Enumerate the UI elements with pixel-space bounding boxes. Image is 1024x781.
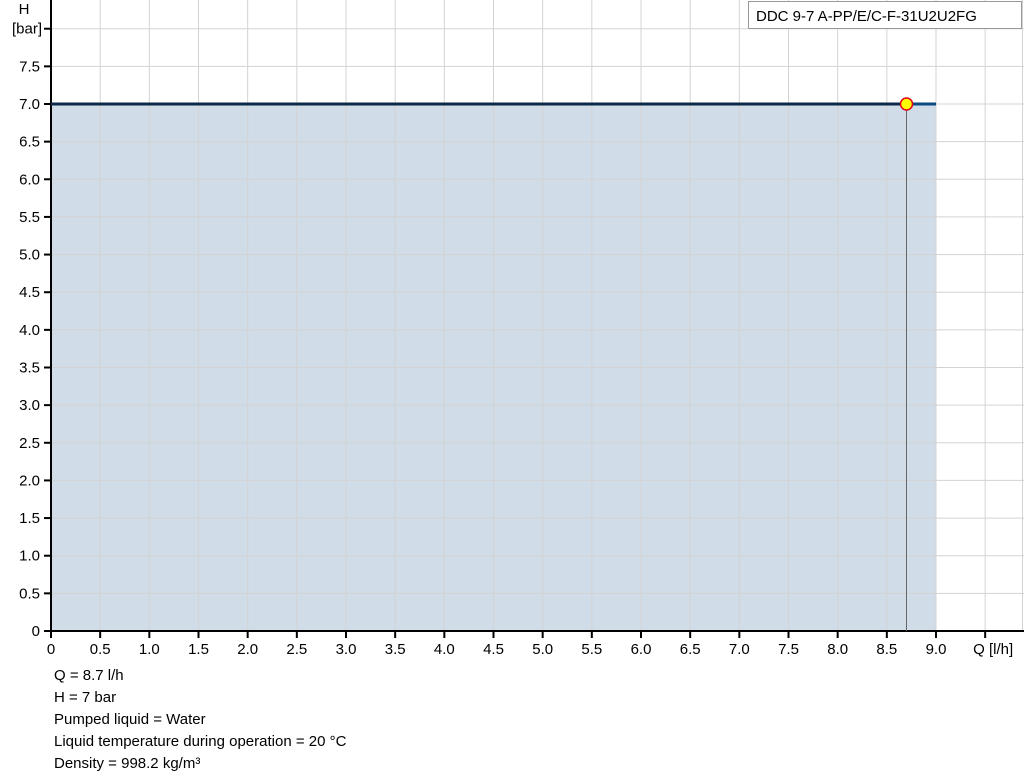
x-tick-label: 4.5: [483, 641, 504, 658]
info-temperature: Liquid temperature during operation = 20…: [54, 733, 347, 750]
y-tick-label: 6.5: [19, 134, 40, 151]
x-tick-label: 0: [47, 641, 55, 658]
y-tick-label: 2.0: [19, 472, 40, 489]
x-tick-label: 3.5: [385, 641, 406, 658]
title-box: [748, 1, 1022, 29]
info-density: Density = 998.2 kg/m³: [54, 755, 201, 772]
y-tick-label: 3.5: [19, 360, 40, 377]
y-tick-label: 0: [32, 623, 40, 640]
y-tick-label: 1.0: [19, 548, 40, 565]
x-tick-label: 0.5: [90, 641, 111, 658]
x-tick-label: 7.0: [729, 641, 750, 658]
x-tick-label: 9.0: [926, 641, 947, 658]
x-tick-label: 1.0: [139, 641, 160, 658]
info-head: H = 7 bar: [54, 689, 117, 706]
y-tick-label: 1.5: [19, 510, 40, 527]
y-tick-label: 3.0: [19, 397, 40, 414]
x-tick-label: 1.5: [188, 641, 209, 658]
y-tick-label: 0.5: [19, 585, 40, 602]
y-tick-label: 6.0: [19, 171, 40, 188]
info-flow: Q = 8.7 l/h: [54, 667, 124, 684]
x-tick-label: 3.0: [336, 641, 357, 658]
x-tick-label: 8.5: [876, 641, 897, 658]
operating-point: [899, 97, 914, 111]
y-axis-unit: [bar]: [12, 21, 42, 38]
chart-title: DDC 9-7 A-PP/E/C-F-31U2U2FG: [756, 8, 977, 25]
pump-curve-chart: 0 0.5 1.0 1.5 2.0 2.5 3.0 3.5 4.0 4.5 5.0 5.5 6.0 6.5…: [12, 0, 1024, 658]
y-tick-label: 7.0: [19, 96, 40, 113]
y-tick-label: 2.5: [19, 435, 40, 452]
x-tick-label: 7.5: [778, 641, 799, 658]
x-tick-label: 2.0: [237, 641, 258, 658]
x-tick-label: 8.0: [827, 641, 848, 658]
x-axis-label: Q [l/h]: [973, 641, 1013, 658]
y-tick-label: 7.5: [19, 58, 40, 75]
y-tick-label: 5.5: [19, 209, 40, 226]
x-tick-label: 6.5: [680, 641, 701, 658]
info-liquid: Pumped liquid = Water: [54, 711, 206, 728]
x-tick-label: 2.5: [286, 641, 307, 658]
x-tick-label: 6.0: [631, 641, 652, 658]
y-tick-label: 5.0: [19, 247, 40, 264]
x-tick-label: 5.5: [581, 641, 602, 658]
y-axis-label: H: [19, 1, 30, 18]
y-tick-label: 4.5: [19, 284, 40, 301]
x-tick-label: 5.0: [532, 641, 553, 658]
y-tick-label: 4.0: [19, 322, 40, 339]
x-tick-label: 4.0: [434, 641, 455, 658]
